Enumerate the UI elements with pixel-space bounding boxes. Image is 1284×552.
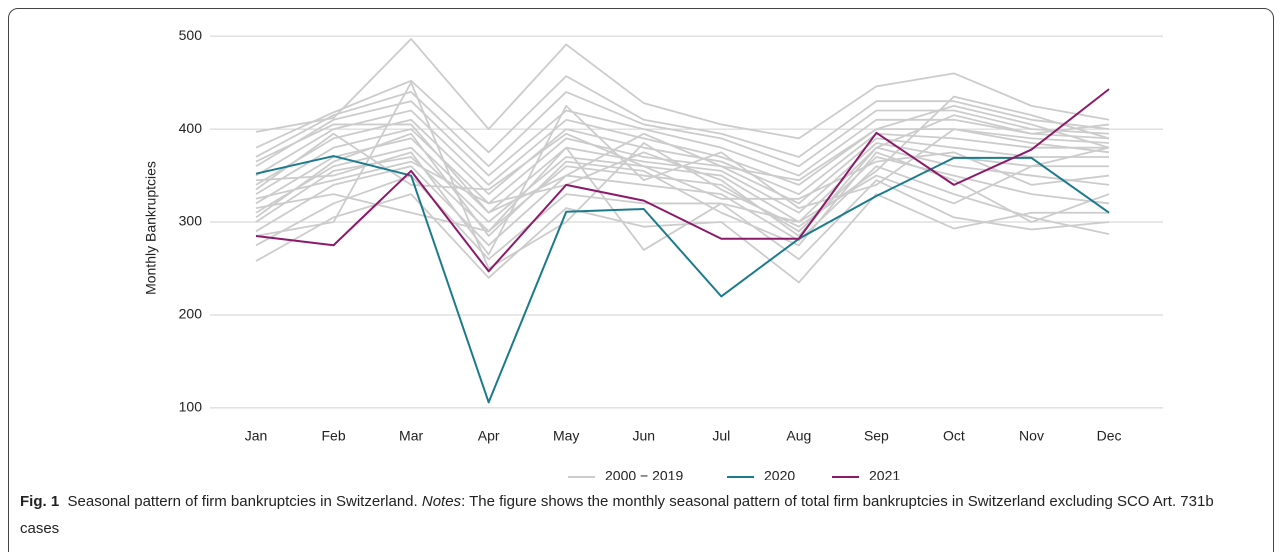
- line: [255, 128, 1110, 205]
- x-tick-label: May: [553, 428, 579, 444]
- line: [255, 193, 1110, 284]
- caption-title: Seasonal pattern of firm bankruptcies in…: [67, 493, 418, 510]
- x-tick-label: Jun: [632, 428, 655, 444]
- x-tick-label: Oct: [943, 428, 965, 444]
- chart: Monthly Bankruptcies 100 200 300 400 500 Jan F…: [143, 27, 1163, 480]
- line: [255, 146, 1110, 223]
- line: [255, 104, 1110, 214]
- x-tick-label: Aug: [786, 428, 811, 444]
- y-tick-label: 300: [179, 213, 203, 229]
- line: [255, 91, 1110, 168]
- line: [255, 118, 1110, 196]
- notes-label: Notes: [421, 493, 462, 510]
- line: [255, 81, 1110, 270]
- legend-label: 2020: [764, 468, 795, 480]
- x-tick-label: Sep: [864, 428, 889, 444]
- line: [255, 155, 1110, 404]
- legend-label: 2000 − 2019: [605, 468, 683, 480]
- line: [255, 75, 1110, 158]
- x-tick-label: Apr: [478, 428, 500, 444]
- line: [255, 174, 1110, 261]
- x-tick-label: Jan: [245, 428, 268, 444]
- notes-text: : The figure shows the monthly seasonal …: [20, 493, 1214, 537]
- line: [255, 38, 1110, 140]
- x-tick-label: Dec: [1097, 428, 1122, 444]
- x-tick-label: Mar: [399, 428, 423, 444]
- line: [255, 88, 1110, 273]
- caption: Fig. 1 Seasonal pattern of firm bankrupt…: [20, 488, 1250, 542]
- line: [255, 146, 1110, 251]
- caption-label: Fig. 1: [20, 493, 60, 510]
- line: [255, 132, 1110, 247]
- y-axis-label: Monthly Bankruptcies: [143, 161, 159, 295]
- legend-label: 2021: [869, 468, 900, 480]
- y-tick-label: 400: [179, 120, 203, 136]
- y-tick-label: 200: [179, 306, 203, 322]
- x-tick-label: Feb: [321, 428, 345, 444]
- x-tick-label: Nov: [1019, 428, 1044, 444]
- frame: [8, 8, 1274, 552]
- x-tick-label: Jul: [712, 428, 730, 444]
- line: [255, 104, 1110, 256]
- y-tick-label: 100: [179, 399, 203, 415]
- y-tick-label: 500: [179, 27, 203, 43]
